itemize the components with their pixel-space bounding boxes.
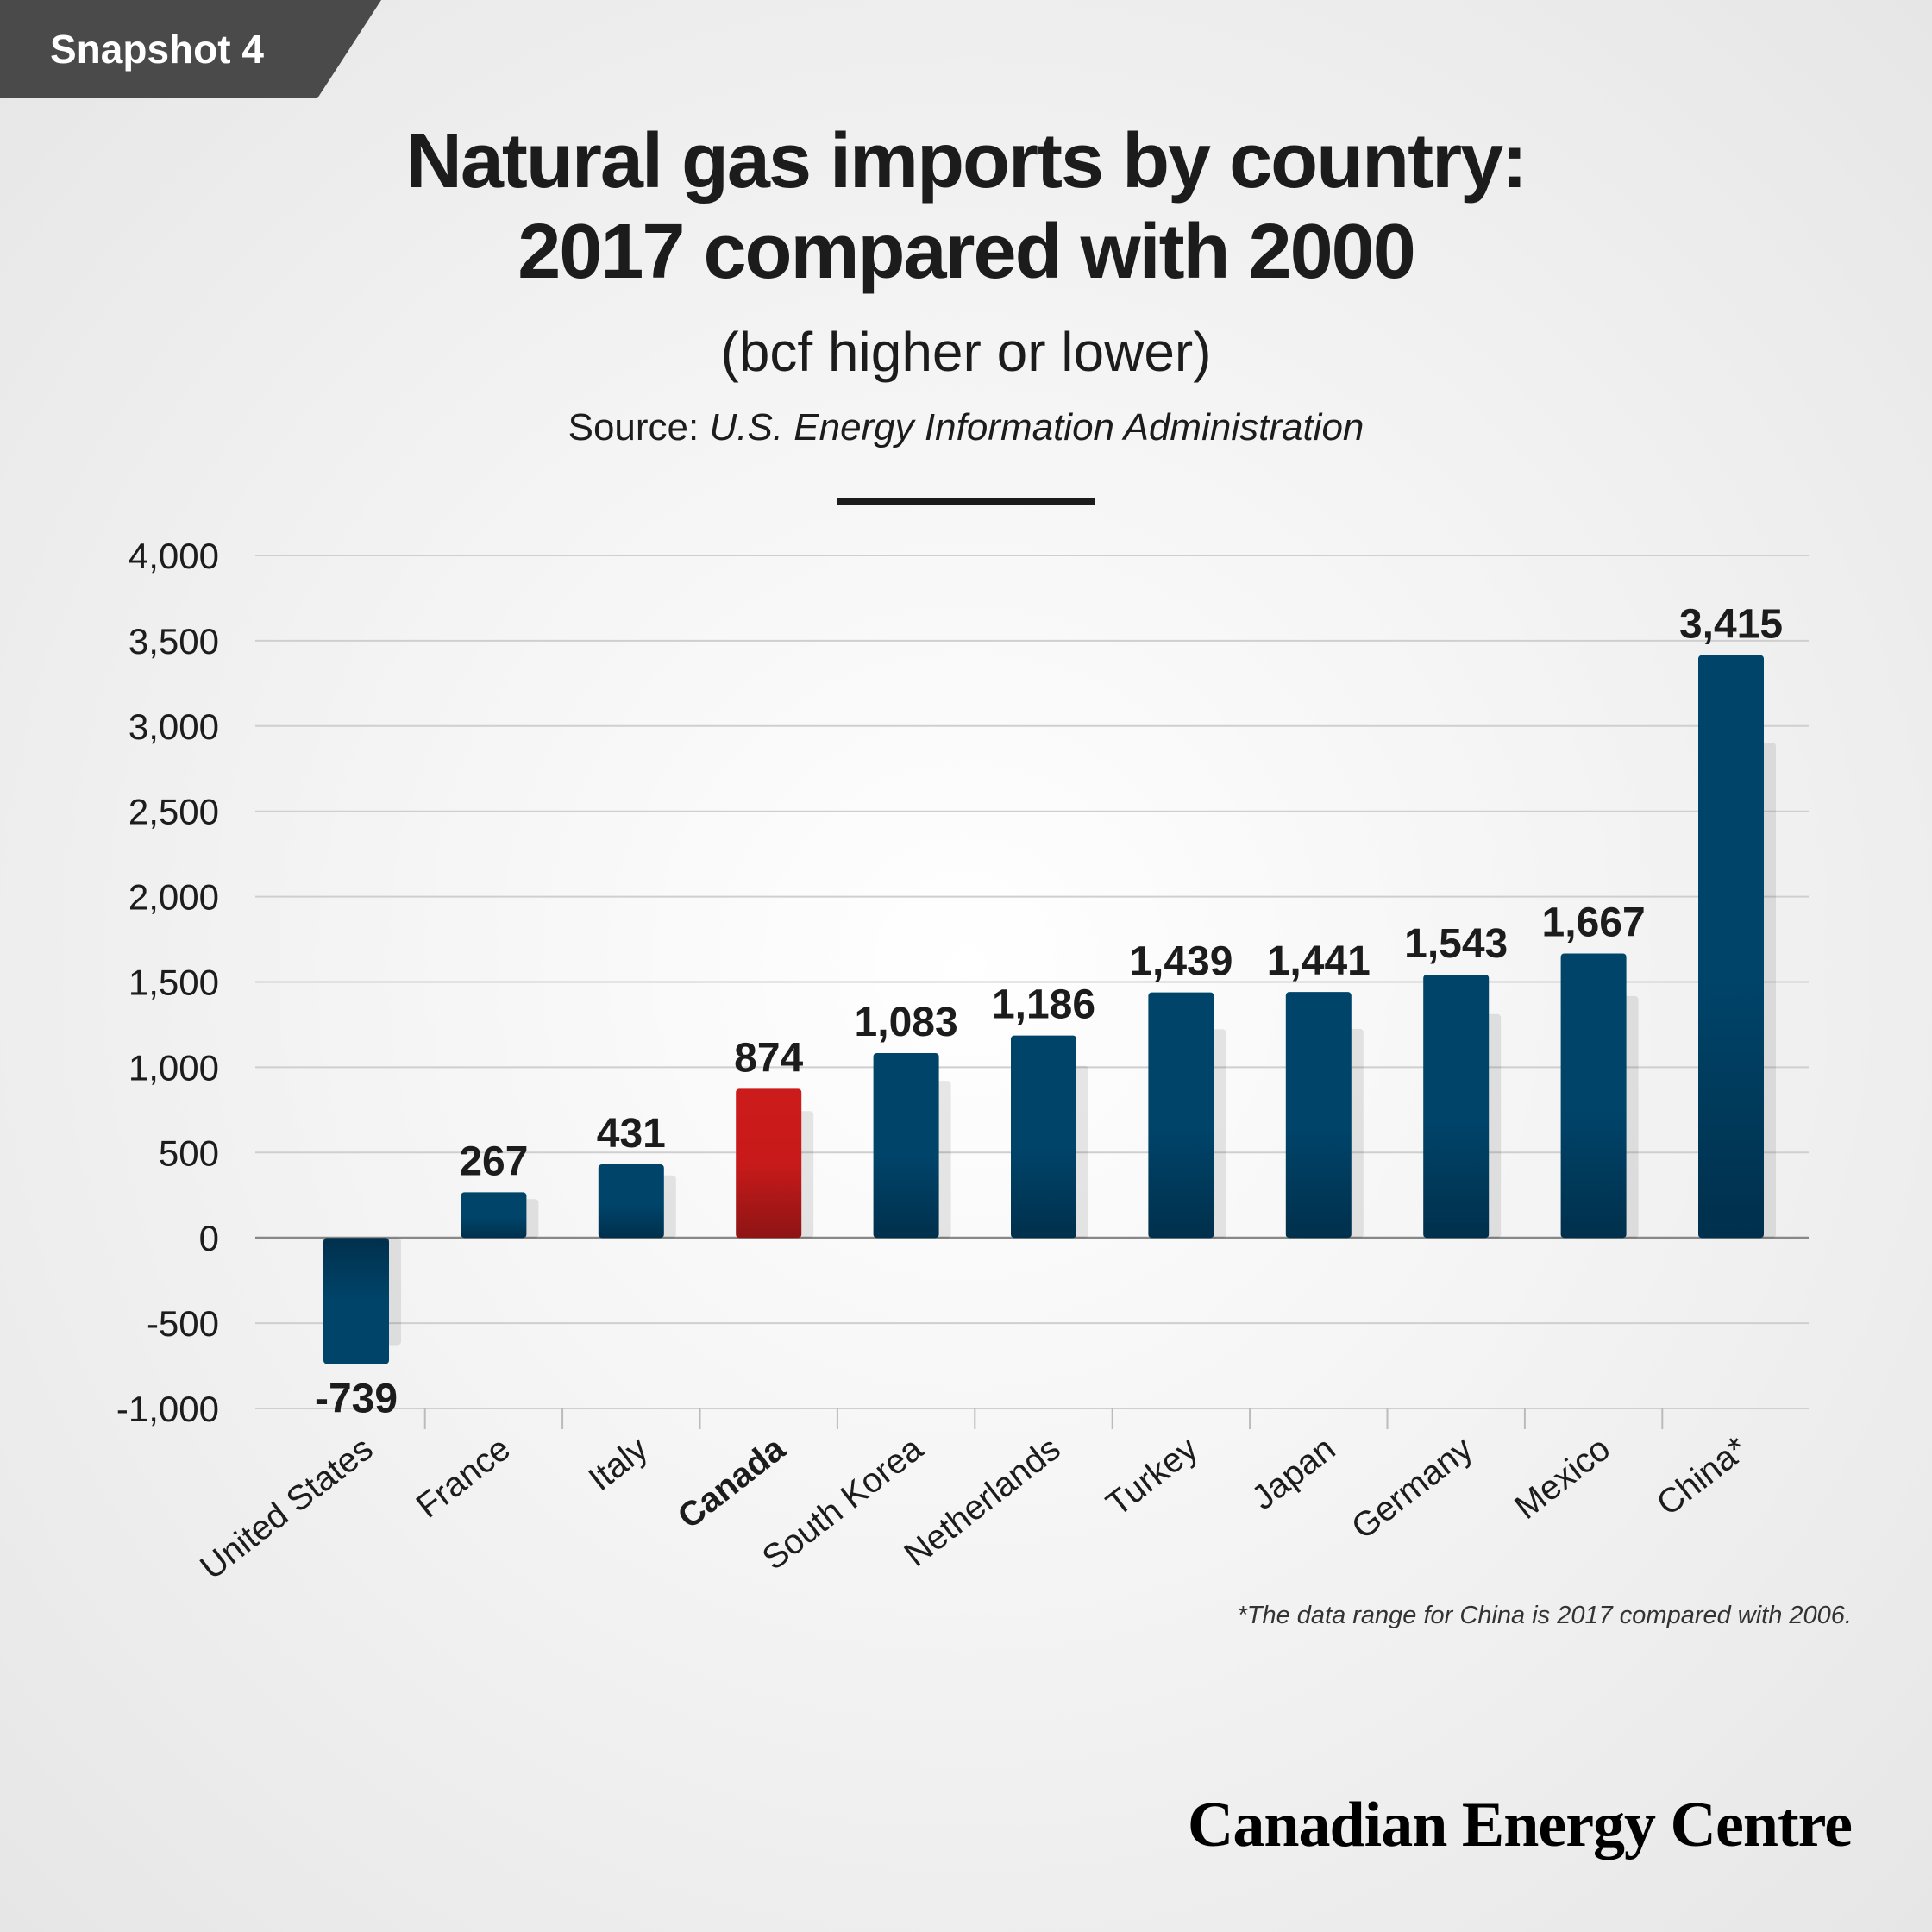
y-tick-label: 500 [159, 1132, 219, 1173]
bar-south-korea [873, 1052, 939, 1239]
bar-canada [736, 1088, 802, 1239]
logo-canadian-energy-centre: Canadian Energy Centre [1188, 1790, 1852, 1860]
y-tick-label: 2,000 [129, 877, 219, 918]
y-tick-label: 2,500 [129, 792, 219, 832]
category-label: United States [193, 1429, 380, 1587]
bar-japan [1285, 992, 1352, 1239]
bar-china- [1698, 655, 1764, 1239]
footnote: *The data range for China is 2017 compar… [1237, 1602, 1852, 1629]
category-label: Germany [1345, 1429, 1480, 1546]
divider-rule [837, 498, 1095, 505]
source-prefix: Source: [568, 406, 710, 448]
value-label: 1,667 [1542, 900, 1646, 945]
bar-germany [1423, 974, 1490, 1239]
value-label: 1,543 [1404, 921, 1508, 967]
title-line-1: Natural gas imports by country: [406, 118, 1526, 204]
value-label: 267 [459, 1138, 528, 1184]
value-label: 431 [597, 1111, 666, 1157]
badge-label: Snapshot 4 [50, 27, 264, 72]
category-label: Turkey [1100, 1429, 1205, 1523]
category-label: Canada [671, 1429, 794, 1536]
y-tick-label: 1,000 [129, 1047, 219, 1088]
y-tick-label: 1,500 [129, 963, 219, 1003]
category-label: China* [1650, 1429, 1755, 1523]
value-label: 874 [734, 1035, 803, 1081]
bar-netherlands [1011, 1035, 1076, 1239]
subtitle: (bcf higher or lower) [720, 321, 1211, 383]
value-label: 1,441 [1267, 938, 1371, 984]
y-tick-label: 3,000 [129, 706, 219, 747]
bar-turkey [1148, 992, 1214, 1239]
y-tick-label: 4,000 [129, 536, 219, 576]
source-name: U.S. Energy Information Administration [709, 406, 1364, 448]
source: Source: U.S. Energy Information Administ… [568, 406, 1364, 448]
category-label: Italy [581, 1429, 655, 1498]
category-label: Japan [1245, 1429, 1342, 1517]
bar-united-states [323, 1238, 389, 1364]
y-tick-label: -1,000 [116, 1389, 219, 1429]
bar-italy [598, 1164, 664, 1239]
value-label: 1,186 [992, 982, 1095, 1028]
category-label: France [410, 1429, 518, 1525]
bar-mexico [1560, 953, 1627, 1239]
value-label: 1,083 [855, 1000, 958, 1045]
y-tick-label: 0 [199, 1218, 219, 1258]
value-label: 1,439 [1129, 939, 1233, 985]
y-tick-label: -500 [147, 1303, 219, 1344]
category-label: Mexico [1508, 1429, 1617, 1527]
y-tick-label: 3,500 [129, 621, 219, 662]
badge-background [0, 0, 381, 98]
value-label: 3,415 [1679, 602, 1783, 648]
bar-chart: 4,000 3,500 3,000 2,500 2,000 1,500 1,000 500 0 -… [116, 536, 1809, 1587]
title-line-2: 2017 compared with 2000 [518, 209, 1414, 295]
bar-france [461, 1192, 527, 1239]
value-label: -739 [315, 1376, 398, 1421]
